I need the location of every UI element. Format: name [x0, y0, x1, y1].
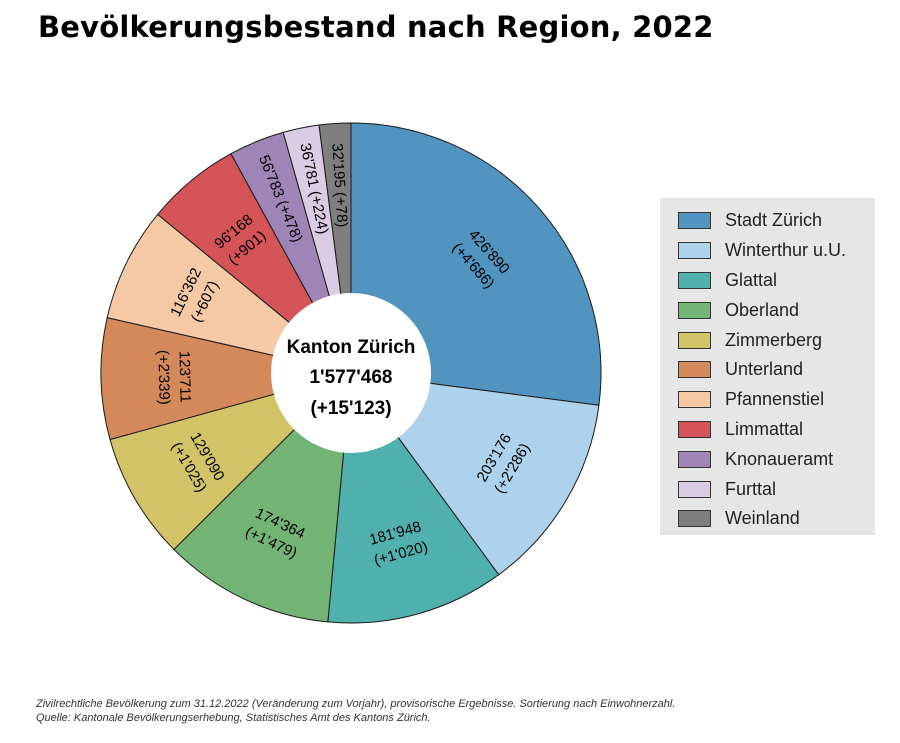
- legend-item-knonaueramt: Knonaueramt: [678, 444, 875, 474]
- center-label-total: 1'577'468: [309, 367, 392, 388]
- legend-label: Limmattal: [725, 418, 804, 439]
- center-hole: [271, 293, 431, 453]
- legend-item-furttal: Furttal: [678, 474, 875, 504]
- legend-item-pfannenstiel: Pfannenstiel: [678, 385, 875, 415]
- slice-unterland: [100, 317, 352, 441]
- legend-item-unterland: Unterland: [678, 355, 875, 385]
- chart-title: Bevölkerungsbestand nach Region, 2022: [38, 10, 714, 44]
- legend-item-winterthur-u-u: Winterthur u.U.: [678, 236, 875, 266]
- slice-change-label: (+2'339): [154, 350, 172, 405]
- legend-label: Furttal: [725, 478, 777, 499]
- slice-value-label: 123'711: [175, 351, 193, 403]
- legend-label: Weinland: [725, 508, 800, 529]
- legend-item-weinland: Weinland: [678, 504, 875, 534]
- center-label-change: (+15'123): [310, 398, 391, 419]
- legend-swatch: [678, 301, 711, 319]
- legend-label: Winterthur u.U.: [725, 240, 847, 261]
- legend-item-limmattal: Limmattal: [678, 415, 875, 445]
- legend-swatch: [678, 212, 711, 230]
- center-label-name: Kanton Zürich: [287, 337, 416, 358]
- legend-label: Zimmerberg: [725, 329, 823, 350]
- legend-swatch: [678, 331, 711, 349]
- legend-swatch: [678, 361, 711, 379]
- legend-item-stadt-z-rich: Stadt Zürich: [678, 206, 875, 236]
- footnote-line-2: Quelle: Kantonale Bevölkerungserhebung, …: [36, 712, 431, 724]
- legend-swatch: [678, 480, 711, 498]
- legend-item-oberland: Oberland: [678, 295, 875, 325]
- slice-label-unterland: 123'711(+2'339): [154, 350, 193, 405]
- legend: Stadt Zürich Winterthur u.U. Glattal Oberla…: [660, 198, 875, 535]
- legend-swatch: [678, 450, 711, 468]
- legend-swatch: [678, 420, 711, 438]
- footnote-line-1: Zivilrechtliche Bevölkerung zum 31.12.20…: [36, 698, 676, 710]
- legend-item-zimmerberg: Zimmerberg: [678, 325, 875, 355]
- legend-label: Stadt Zürich: [725, 210, 823, 231]
- slice-label-weinland: 32'195 (+78): [328, 143, 350, 228]
- legend-swatch: [678, 391, 711, 409]
- legend-swatch: [678, 510, 711, 528]
- legend-label: Oberland: [725, 299, 800, 320]
- legend-label: Unterland: [725, 359, 804, 380]
- legend-swatch: [678, 242, 711, 260]
- legend-swatch: [678, 271, 711, 289]
- legend-item-glattal: Glattal: [678, 266, 875, 296]
- footnote: Zivilrechtliche Bevölkerung zum 31.12.20…: [36, 697, 675, 725]
- legend-label: Knonaueramt: [725, 448, 834, 469]
- legend-label: Glattal: [725, 269, 778, 290]
- legend-label: Pfannenstiel: [725, 389, 825, 410]
